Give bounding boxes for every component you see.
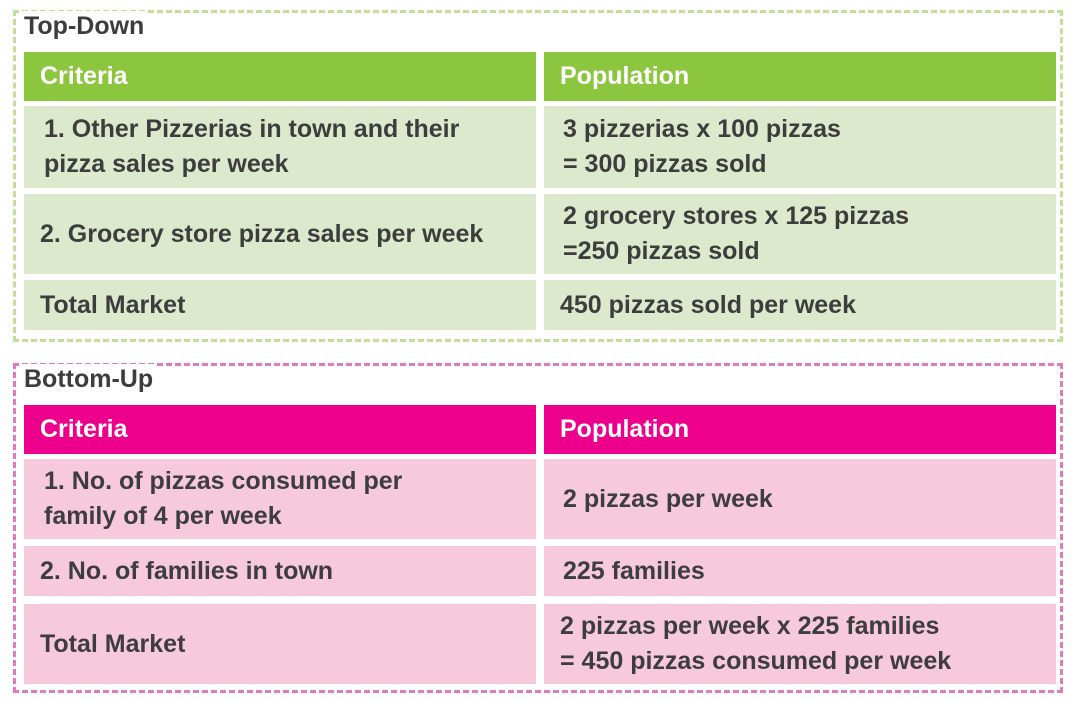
header-label: Criteria [40,62,128,90]
table-cell-population: 450 pizzas sold per week [544,280,1056,330]
cell-text: 3 pizzerias x 100 pizzas = 300 pizzas so… [563,115,841,178]
table-cell-criteria: Total Market [24,280,536,330]
table-cell-criteria: 1. Other Pizzerias in town and their piz… [24,106,536,188]
table-cell-population: 3 pizzerias x 100 pizzas = 300 pizzas so… [544,106,1056,188]
cell-text: 2 grocery stores x 125 pizzas =250 pizza… [563,202,910,265]
cell-text: 1. Other Pizzerias in town and their piz… [44,115,460,178]
cell-text: Total Market [40,629,186,658]
bottom-up-header-population: Population [544,405,1056,454]
cell-text: 225 families [563,556,705,585]
cell-text: 2. Grocery store pizza sales per week [40,219,484,248]
table-cell-population: 2 pizzas per week x 225 families = 450 p… [544,604,1056,684]
bottom-up-section-border [13,363,1063,693]
bottom-up-header-criteria: Criteria [24,405,536,454]
cell-text: 2. No. of families in town [40,556,334,585]
table-cell-population: 2 pizzas per week [544,459,1056,539]
top-down-section-border [13,10,1063,342]
header-label: Criteria [40,415,128,443]
table-cell-population: 2 grocery stores x 125 pizzas =250 pizza… [544,194,1056,274]
table-cell-criteria: 2. Grocery store pizza sales per week [24,194,536,274]
table-cell-criteria: Total Market [24,604,536,684]
header-label: Population [560,62,690,90]
cell-text: 2 pizzas per week [563,484,773,513]
top-down-header-population: Population [544,52,1056,101]
table-cell-population: 225 families [544,546,1056,596]
table-cell-criteria: 1. No. of pizzas consumed per family of … [24,459,536,539]
cell-text: 450 pizzas sold per week [560,290,856,319]
table-cell-criteria: 2. No. of families in town [24,546,536,596]
cell-text: 1. No. of pizzas consumed per family of … [44,467,403,530]
cell-text: Total Market [40,290,186,319]
top-down-title: Top-Down [20,11,149,41]
bottom-up-title: Bottom-Up [20,364,158,394]
header-label: Population [560,415,690,443]
cell-text: 2 pizzas per week x 225 families = 450 p… [560,612,952,675]
top-down-header-criteria: Criteria [24,52,536,101]
